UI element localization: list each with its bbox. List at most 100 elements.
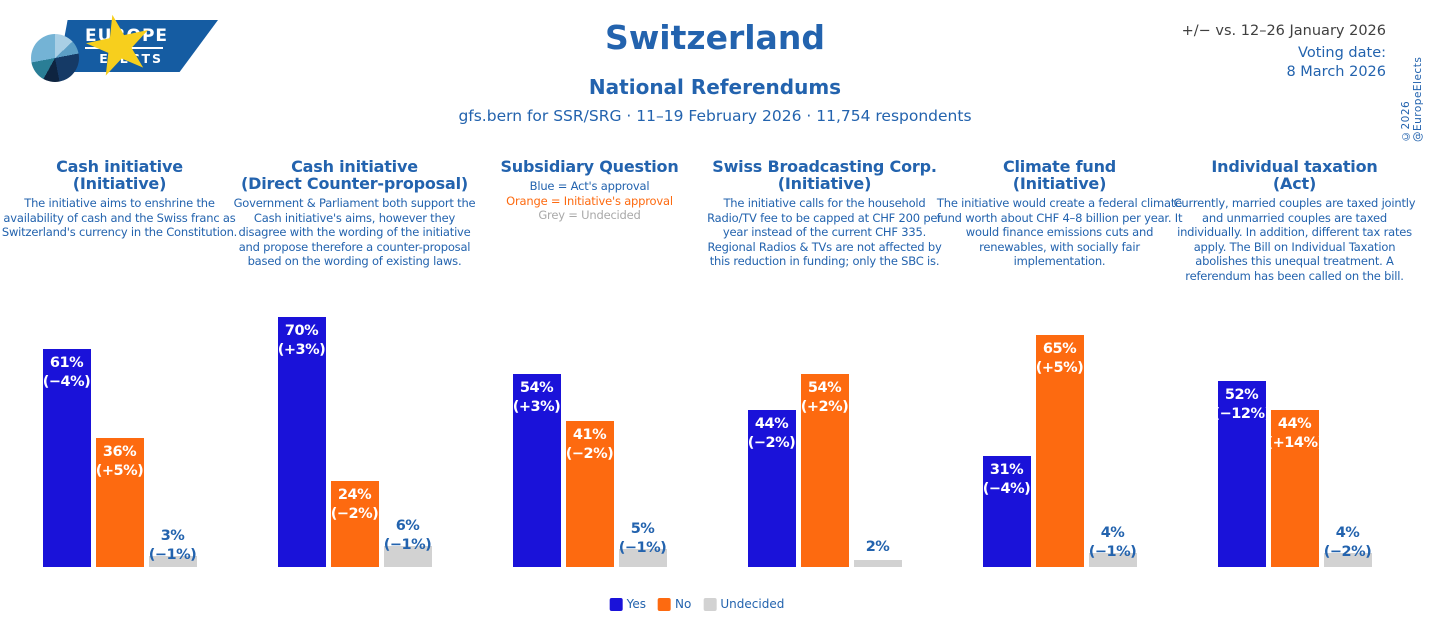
referendum-column: Swiss Broadcasting Corp. (Initiative) The … [707,158,942,618]
color-key-line: Grey = Undecided [538,208,641,222]
bar-slot-no: 65% (+5%) [1035,302,1084,567]
chart-title-line2: (Initiative) [777,174,872,193]
bar-change: (−2%) [565,446,614,462]
bar-yes: 52% (−12%) [1214,381,1271,567]
chart-title-line1: Cash initiative [291,157,418,176]
bar-change: (−1%) [383,537,432,553]
bar-value: 5% [630,521,655,537]
bar-slot-yes: 52% (−12%) [1214,302,1271,567]
bar-undecided [148,556,197,567]
page-title: Switzerland [605,18,825,57]
chart-title: Climate fund (Initiative) [942,158,1177,192]
bar-change: (−2%) [330,506,379,522]
bar-undecided [853,560,902,567]
bar-yes: 31% (−4%) [982,456,1031,567]
legend-swatch-undecided [703,597,717,611]
bar-value-label: 41% (−2%) [562,426,618,464]
bar-value: 65% [1042,341,1077,357]
color-key-line: Blue = Act's approval [529,179,650,193]
bar-value-label: 3% (−1%) [140,527,206,565]
bar-value-label: 61% (−4%) [39,354,95,392]
bar-slot-undecided: 2% [853,302,902,567]
legend-label: Undecided [720,597,785,611]
bar-value: 31% [989,462,1024,478]
bar-value-label: 5% (−1%) [610,520,676,558]
bar-value-label: 65% (+5%) [1032,340,1088,378]
chart-title: Cash initiative (Direct Counter-proposal) [237,158,472,192]
bar-undecided [1323,553,1372,567]
bar-no: 41% (−2%) [565,421,614,567]
chart-title-line2: (Act) [1272,174,1317,193]
bar-value: 24% [337,487,372,503]
bar-value: 3% [160,528,185,544]
bar-change: (−1%) [1088,544,1137,560]
bar-no: 54% (+2%) [800,374,849,567]
legend-swatch-yes [609,597,623,611]
bar-value-label: 44% (−2%) [744,415,800,453]
bar-slot-yes: 44% (−2%) [747,302,796,567]
bar-yes: 61% (−4%) [42,349,91,567]
legend-label: No [675,597,692,611]
bar-value: 54% [807,380,842,396]
bar-change: (−1%) [618,540,667,556]
chart-title: Cash initiative (Initiative) [2,158,237,192]
legend-swatch-no [658,597,672,611]
bar-change: (−2%) [1323,544,1372,560]
bar-value: 6% [395,518,420,534]
bar-no: 24% (−2%) [330,481,379,567]
bar-yes: 54% (+3%) [512,374,561,567]
chart-description: The initiative would create a federal cl… [936,196,1183,268]
bar-group: 54% (+3%) 41% (−2%) 5% (−1%) [512,302,667,567]
bar-value-label: 4% (−2%) [1315,524,1381,562]
bar-change: (−2%) [747,435,796,451]
chart-title: Subsidiary Question [472,158,707,175]
bar-value-label: 70% (+3%) [274,322,330,360]
bar-value: 52% [1224,387,1259,403]
chart-title-line1: Climate fund [1002,157,1117,176]
voting-date: Voting date: 8 March 2026 [1286,44,1386,82]
bar-no: 44% (+14%) [1267,410,1324,567]
bar-value: 41% [572,427,607,443]
chart-title-line2: (Initiative) [72,174,167,193]
chart-title-line1: Individual taxation [1211,157,1378,176]
bar-slot-no: 54% (+2%) [800,302,849,567]
chart-title: Individual taxation (Act) [1177,158,1412,192]
referendum-column: Individual taxation (Act) Currently, marri… [1174,158,1416,618]
bar-change: (+5%) [95,463,144,479]
bar-group: 70% (+3%) 24% (−2%) 6% (−1%) [277,302,432,567]
bar-value-label: 52% (−12%) [1213,386,1272,424]
chart-title-line1: Cash initiative [56,157,183,176]
europe-elects-logo: EUROPE ELECTS [10,6,225,78]
bar-change: (−12%) [1213,406,1272,422]
color-key-line: Orange = Initiative's approval [506,193,673,208]
bar-group: 44% (−2%) 54% (+2%) 2% [747,302,902,567]
bar-undecided [383,546,432,567]
chart-title: Swiss Broadcasting Corp. (Initiative) [707,158,942,192]
bar-slot-yes: 54% (+3%) [512,302,561,567]
legend: Yes No Undecided [609,597,785,611]
bar-value-label: 54% (+2%) [797,379,853,417]
bar-value: 4% [1100,525,1125,541]
bar-value: 54% [519,380,554,396]
bar-slot-undecided: 4% (−2%) [1323,302,1372,567]
bar-no: 65% (+5%) [1035,335,1084,567]
bar-value: 36% [102,444,137,460]
chart-description: Blue = Act's approval Orange = Initiative… [465,179,714,223]
bar-change: (+14%) [1266,435,1325,451]
referendum-column: Cash initiative (Direct Counter-proposal)… [234,158,476,618]
bar-slot-no: 24% (−2%) [330,302,379,567]
bar-yes: 70% (+3%) [277,317,326,567]
chart-title-line1: Subsidiary Question [500,157,679,176]
bar-change: (+5%) [1035,360,1084,376]
change-comparison-note: +/− vs. 12–26 January 2026 [1181,23,1386,39]
bar-undecided [618,549,667,567]
bar-slot-undecided: 4% (−1%) [1088,302,1137,567]
bar-slot-yes: 31% (−4%) [982,302,1031,567]
voting-date-label: Voting date: [1298,45,1386,61]
chart-title-line2: (Initiative) [1012,174,1107,193]
bar-slot-yes: 70% (+3%) [277,302,326,567]
chart-description: Government & Parliament both support the… [233,196,476,268]
bar-value: 2% [865,539,890,555]
bar-value-label: 31% (−4%) [979,461,1035,499]
